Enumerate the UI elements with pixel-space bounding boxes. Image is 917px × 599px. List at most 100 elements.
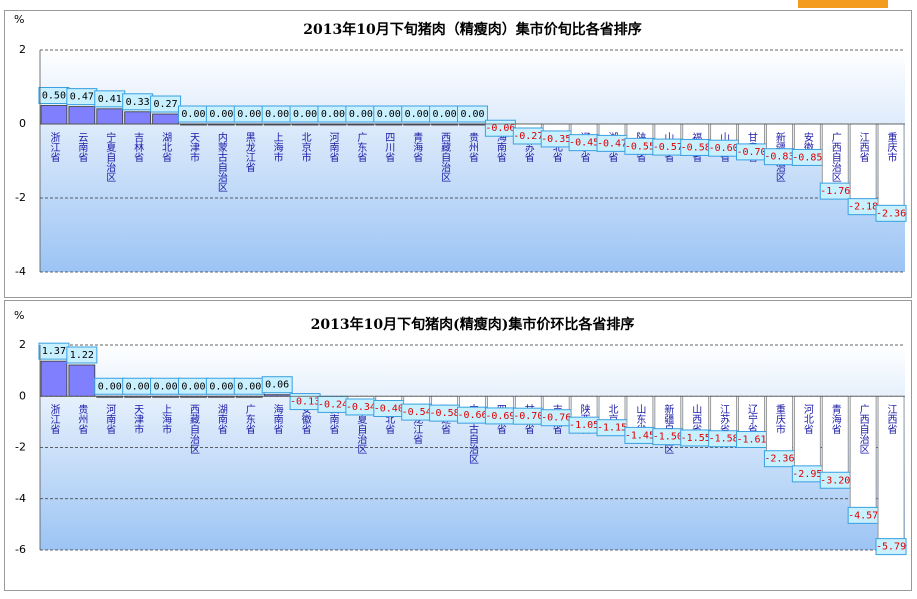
category-label: 辽宁省 [746, 404, 758, 435]
value-label: 0.00 [377, 109, 401, 120]
value-label: -0.66 [457, 410, 487, 421]
value-label: 0.00 [154, 381, 178, 392]
value-label: -1.76 [820, 186, 850, 197]
category-label: 贵州省 [76, 403, 88, 435]
value-label: 0.47 [70, 92, 94, 103]
value-label: -0.58 [681, 142, 711, 153]
category-label: 贵州省 [467, 131, 479, 163]
value-label: -0.58 [430, 408, 460, 419]
value-label: -1.55 [681, 433, 711, 444]
category-label: 江西省 [857, 132, 869, 163]
value-label: 0.00 [237, 109, 261, 120]
category-label: 上海市 [160, 404, 172, 435]
value-label: 0.50 [42, 91, 66, 102]
bar [877, 395, 905, 546]
value-label: -5.79 [876, 542, 906, 553]
chart-title: 2013年10月下旬猪肉（精瘦肉）集市价旬比各省排序 [303, 21, 641, 38]
value-label: 0.00 [321, 109, 345, 120]
value-label-box [261, 376, 293, 394]
category-label: 江苏省 [718, 404, 730, 435]
category-label: 河北省 [801, 404, 813, 435]
category-label: 广东省 [243, 404, 255, 435]
category-label: 天津市 [187, 132, 199, 163]
value-label: -1.05 [569, 420, 599, 431]
bar [40, 360, 68, 397]
category-label: 山西省 [690, 404, 702, 435]
category-label: 海南省 [494, 131, 506, 163]
category-label: 西藏自治区 [439, 132, 451, 182]
value-label: -2.18 [848, 202, 878, 213]
bar [124, 111, 152, 125]
export-button[interactable] [798, 0, 888, 8]
category-label: 青海省 [411, 131, 423, 163]
value-label: 0.00 [349, 109, 373, 120]
value-label: -0.27 [513, 131, 543, 142]
category-label: 西藏自治区 [187, 404, 199, 454]
value-label: -0.54 [402, 407, 432, 418]
category-label: 广西自治区 [829, 132, 841, 182]
value-label: -0.70 [513, 411, 543, 422]
category-label: 湖南省 [215, 404, 227, 435]
y-tick-label: 2 [19, 43, 26, 56]
bar [710, 395, 737, 438]
category-label: 河南省 [327, 132, 339, 163]
value-label: -1.15 [597, 423, 627, 434]
value-label: 1.37 [42, 346, 66, 357]
value-label-box [66, 346, 98, 364]
value-label: 0.00 [237, 381, 261, 392]
value-label: -0.35 [541, 134, 571, 145]
value-label-box [457, 105, 488, 123]
value-label: 0.27 [154, 99, 178, 110]
bar [68, 106, 96, 125]
value-label: 0.00 [181, 381, 205, 392]
value-label-box [875, 204, 907, 222]
value-label: -0.13 [290, 397, 320, 408]
y-tick-label: -4 [15, 265, 26, 278]
value-label: -0.45 [569, 138, 599, 149]
category-label: 广东省 [355, 132, 367, 163]
value-label: -0.34 [346, 402, 376, 413]
value-label: 0.41 [98, 94, 122, 105]
plot-background [40, 50, 905, 272]
value-label: -2.36 [764, 454, 794, 465]
category-label: 四川省 [383, 132, 395, 163]
category-label: 宁夏自治区 [355, 403, 367, 454]
y-tick-label: 0 [19, 117, 26, 130]
value-label: 0.00 [181, 109, 205, 120]
value-label: -0.85 [792, 152, 822, 163]
value-label: -2.36 [876, 208, 906, 219]
value-label: 0.00 [209, 381, 233, 392]
category-label: 海南省 [271, 403, 283, 435]
y-tick-label: -6 [15, 543, 26, 556]
bar [152, 113, 179, 125]
category-label: 重庆市 [773, 403, 785, 435]
value-label: 0.00 [460, 109, 484, 120]
category-label: 河南省 [104, 404, 116, 435]
category-label: 上海市 [271, 132, 283, 163]
value-label: -1.61 [736, 435, 766, 446]
value-label: -0.83 [764, 152, 794, 163]
value-label: -0.69 [485, 411, 515, 422]
value-label: 0.00 [433, 109, 457, 120]
value-label: -3.20 [820, 475, 850, 486]
y-tick-label: -2 [15, 441, 26, 454]
category-label: 青海省 [829, 403, 841, 435]
chart-title: 2013年10月下旬猪肉(精瘦肉)集市价环比各省排序 [311, 316, 635, 333]
bar [68, 364, 96, 397]
value-label: -0.60 [709, 143, 739, 154]
value-label: 1.22 [70, 350, 94, 361]
value-label: -0.24 [318, 399, 348, 410]
value-label: 0.06 [265, 380, 289, 391]
category-label: 宁夏自治区 [104, 131, 116, 182]
category-label: 云南省 [76, 132, 88, 163]
value-label: -0.55 [625, 141, 655, 152]
bar [849, 395, 877, 514]
value-label: -0.76 [541, 413, 571, 424]
value-label: -0.57 [653, 142, 683, 153]
value-label-box [150, 95, 182, 113]
value-label: -0.40 [374, 404, 404, 415]
category-label: 广西自治区 [857, 404, 869, 454]
value-label: 0.00 [98, 381, 122, 392]
